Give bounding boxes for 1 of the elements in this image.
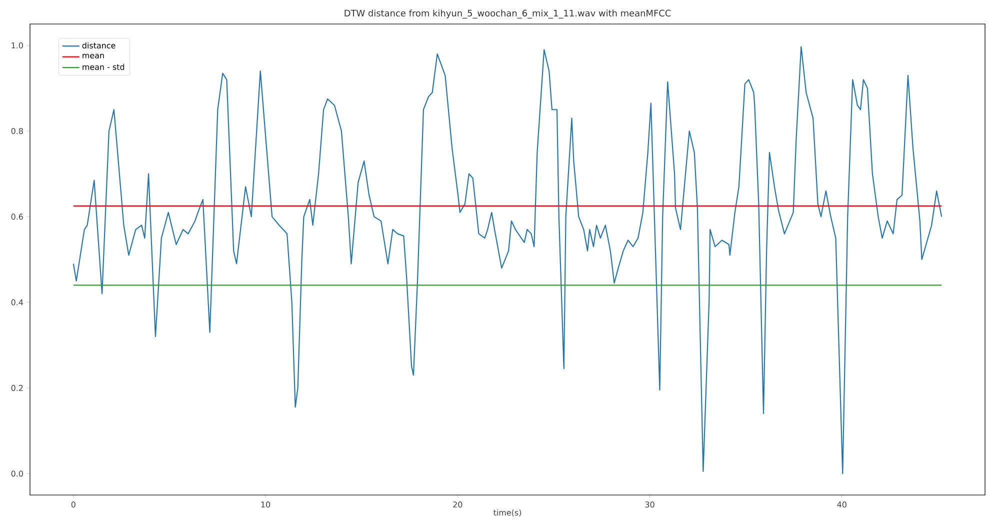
chart-title: DTW distance from kihyun_5_woochan_6_mix_1_11.wav with meanMFCC	[344, 10, 671, 18]
